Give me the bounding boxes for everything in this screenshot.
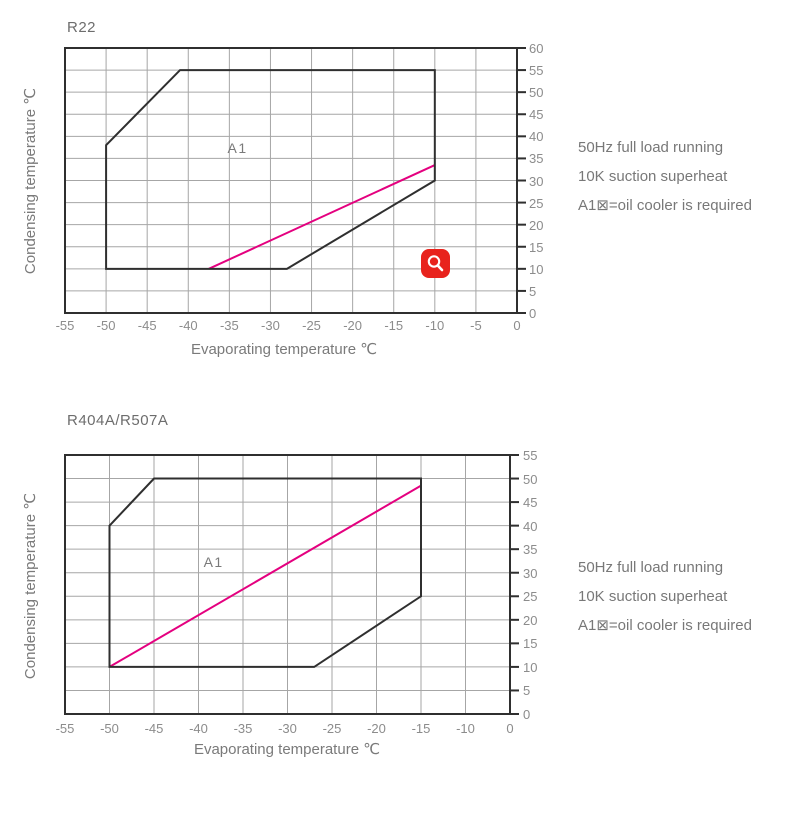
y-tick-label: 20 — [529, 217, 544, 233]
chart1-notes: 50Hz full load running 10K suction super… — [578, 133, 752, 220]
plot-frame — [64, 454, 511, 715]
y-tick-label: 35 — [523, 542, 538, 558]
y-tick-label: 35 — [529, 151, 544, 167]
x-tick-label: 0 — [513, 318, 521, 333]
y-tick-label: 0 — [523, 707, 531, 722]
chart1-title: R22 — [67, 19, 97, 36]
y-tick-label: 50 — [529, 85, 544, 101]
x-tick-label: 0 — [506, 721, 514, 736]
y-tick-label: 10 — [523, 659, 538, 675]
x-tick-label: -55 — [55, 318, 75, 333]
chart2-title: R404A/R507A — [67, 412, 169, 429]
oil-cooler-boundary-line — [208, 164, 436, 270]
x-tick-label: -15 — [384, 318, 404, 333]
x-tick-label: -45 — [144, 721, 164, 736]
y-tick-label: 10 — [529, 261, 544, 277]
chart2-note-line-3: A1⊠=oil cooler is required — [578, 617, 752, 634]
y-tick-label: 15 — [529, 239, 544, 255]
y-tick-label: 50 — [523, 471, 538, 487]
chart2-y-axis-label: Condensing temperature ℃ — [22, 492, 39, 680]
y-tick-label: 0 — [529, 306, 537, 321]
x-tick-label: -10 — [456, 721, 475, 736]
y-tick-label: 30 — [523, 565, 538, 581]
x-tick-label: -40 — [178, 318, 198, 333]
y-tick-label: 55 — [529, 63, 544, 79]
x-tick-label: -10 — [425, 318, 445, 333]
y-tick-label: 25 — [529, 195, 544, 211]
chart1-note-line-3: A1⊠=oil cooler is required — [578, 197, 752, 214]
chart2-note-line-2: 10K suction superheat — [578, 588, 728, 605]
zoom-button[interactable] — [421, 249, 450, 278]
x-tick-label: -20 — [343, 318, 363, 333]
y-tick-label: 55 — [523, 448, 538, 463]
x-tick-label: -35 — [219, 318, 239, 333]
x-tick-label: -15 — [411, 721, 431, 736]
y-tick-label: 5 — [529, 283, 537, 299]
y-tick-label: 25 — [523, 589, 538, 605]
x-tick-label: -50 — [96, 318, 116, 333]
y-tick-label: 40 — [523, 518, 538, 534]
chart1-x-axis-label: Evaporating temperature ℃ — [190, 341, 378, 358]
chart1-note-line-2: 10K suction superheat — [578, 168, 728, 185]
chart2-x-axis-label: Evaporating temperature ℃ — [193, 741, 381, 758]
chart1-note-line-1: 50Hz full load running — [578, 139, 724, 156]
chart2-note-line-1: 50Hz full load running — [578, 559, 724, 576]
x-tick-label: -30 — [261, 318, 280, 333]
y-tick-label: 60 — [529, 41, 544, 56]
oil-cooler-boundary-line — [108, 484, 422, 668]
x-tick-label: -45 — [137, 318, 157, 333]
operating-envelope-polygon — [108, 477, 422, 668]
region-label-a1: A1 — [203, 553, 224, 570]
y-tick-label: 40 — [529, 129, 544, 145]
y-tick-label: 5 — [523, 683, 531, 699]
region-label-a1: A1 — [227, 140, 248, 157]
x-tick-label: -5 — [470, 318, 482, 333]
x-tick-label: -30 — [278, 721, 297, 736]
x-tick-label: -20 — [367, 721, 386, 736]
magnifier-icon — [427, 255, 444, 272]
chart1-y-axis-label: Condensing temperature ℃ — [22, 87, 39, 275]
chart2-notes: 50Hz full load running 10K suction super… — [578, 553, 752, 640]
x-tick-label: -35 — [233, 721, 253, 736]
y-tick-label: 20 — [523, 612, 538, 628]
y-tick-label: 30 — [529, 173, 544, 189]
y-tick-label: 45 — [529, 107, 544, 123]
x-tick-label: -50 — [100, 721, 119, 736]
y-tick-label: 45 — [523, 495, 538, 511]
y-tick-label: 15 — [523, 636, 538, 652]
x-tick-label: -25 — [322, 721, 342, 736]
x-tick-label: -40 — [189, 721, 208, 736]
x-tick-label: -55 — [55, 721, 75, 736]
operating-envelope-polygon — [105, 69, 436, 270]
x-tick-label: -25 — [302, 318, 321, 333]
